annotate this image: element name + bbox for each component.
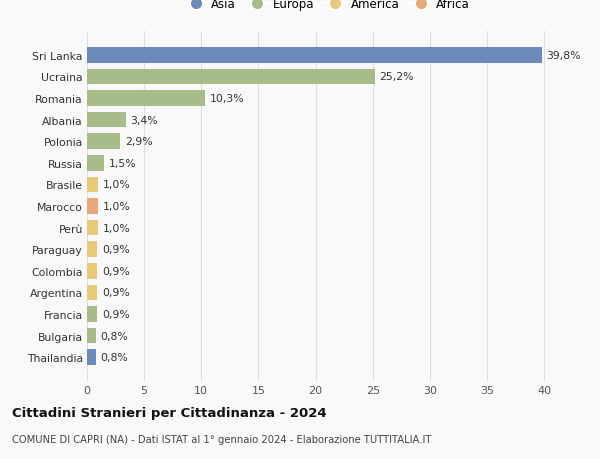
Bar bbox=[87, 134, 120, 150]
Bar bbox=[87, 48, 542, 63]
Text: 0,9%: 0,9% bbox=[102, 288, 130, 298]
Bar bbox=[87, 285, 97, 301]
Text: 1,0%: 1,0% bbox=[103, 202, 131, 212]
Text: 10,3%: 10,3% bbox=[209, 94, 244, 104]
Text: 0,9%: 0,9% bbox=[102, 309, 130, 319]
Bar bbox=[87, 177, 98, 193]
Legend: Asia, Europa, America, Africa: Asia, Europa, America, Africa bbox=[184, 0, 470, 11]
Text: 1,0%: 1,0% bbox=[103, 180, 131, 190]
Bar bbox=[87, 242, 97, 257]
Text: 25,2%: 25,2% bbox=[380, 73, 414, 82]
Bar bbox=[87, 156, 104, 171]
Text: Cittadini Stranieri per Cittadinanza - 2024: Cittadini Stranieri per Cittadinanza - 2… bbox=[12, 406, 326, 419]
Bar bbox=[87, 91, 205, 106]
Text: 3,4%: 3,4% bbox=[130, 115, 158, 125]
Text: COMUNE DI CAPRI (NA) - Dati ISTAT al 1° gennaio 2024 - Elaborazione TUTTITALIA.I: COMUNE DI CAPRI (NA) - Dati ISTAT al 1° … bbox=[12, 434, 431, 444]
Text: 1,0%: 1,0% bbox=[103, 223, 131, 233]
Bar bbox=[87, 263, 97, 279]
Bar bbox=[87, 307, 97, 322]
Text: 2,9%: 2,9% bbox=[125, 137, 152, 147]
Text: 0,8%: 0,8% bbox=[101, 331, 128, 341]
Text: 1,5%: 1,5% bbox=[109, 158, 136, 168]
Bar bbox=[87, 69, 375, 85]
Text: 39,8%: 39,8% bbox=[547, 51, 581, 61]
Bar bbox=[87, 199, 98, 214]
Bar bbox=[87, 350, 96, 365]
Bar bbox=[87, 328, 96, 344]
Text: 0,9%: 0,9% bbox=[102, 266, 130, 276]
Bar bbox=[87, 220, 98, 236]
Text: 0,8%: 0,8% bbox=[101, 353, 128, 362]
Text: 0,9%: 0,9% bbox=[102, 245, 130, 255]
Bar bbox=[87, 112, 126, 128]
